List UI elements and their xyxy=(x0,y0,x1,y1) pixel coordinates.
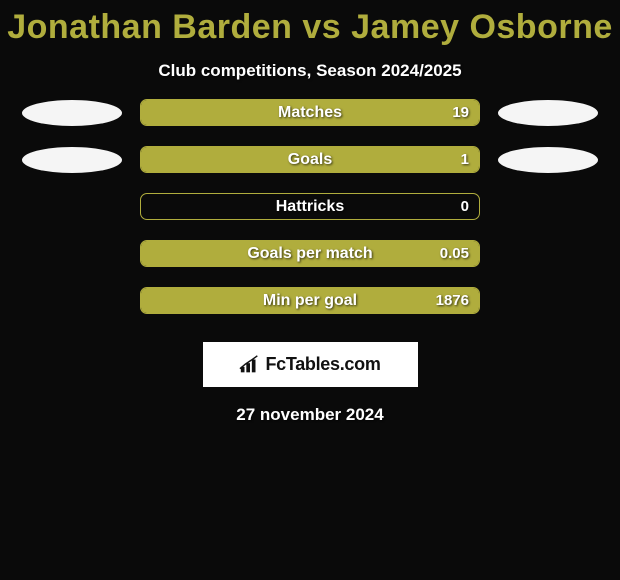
page-title: Jonathan Barden vs Jamey Osborne xyxy=(0,0,620,47)
player-avatar-right xyxy=(498,147,598,173)
stat-bar-value: 0 xyxy=(461,194,469,219)
stat-row: Goals1 xyxy=(0,146,620,173)
logo-box[interactable]: FcTables.com xyxy=(203,342,418,387)
stat-bar-label: Goals per match xyxy=(141,241,479,266)
stat-bar-label: Hattricks xyxy=(141,194,479,219)
stat-bar: Goals per match0.05 xyxy=(140,240,480,267)
stat-bar: Matches19 xyxy=(140,99,480,126)
stat-bar: Hattricks0 xyxy=(140,193,480,220)
stat-row: Goals per match0.05 xyxy=(0,240,620,267)
player-avatar-right xyxy=(498,100,598,126)
logo-text: FcTables.com xyxy=(265,354,380,375)
date-text: 27 november 2024 xyxy=(0,405,620,425)
bar-chart-icon xyxy=(239,355,261,375)
stat-bar-label: Goals xyxy=(141,147,479,172)
player-avatar-left xyxy=(22,100,122,126)
stat-bar: Goals1 xyxy=(140,146,480,173)
stat-bar-value: 0.05 xyxy=(440,241,469,266)
subtitle: Club competitions, Season 2024/2025 xyxy=(0,61,620,81)
stat-row: Hattricks0 xyxy=(0,193,620,220)
stat-bar-value: 1 xyxy=(461,147,469,172)
stat-bar-label: Matches xyxy=(141,100,479,125)
stat-row: Matches19 xyxy=(0,99,620,126)
stat-bar-value: 19 xyxy=(452,100,469,125)
stat-bar-label: Min per goal xyxy=(141,288,479,313)
stats-bars: Matches19 Goals1 Hattricks0 Goals per match… xyxy=(0,99,620,314)
stat-bar-value: 1876 xyxy=(436,288,469,313)
player-avatar-left xyxy=(22,147,122,173)
stat-row: Min per goal1876 xyxy=(0,287,620,314)
stat-bar: Min per goal1876 xyxy=(140,287,480,314)
